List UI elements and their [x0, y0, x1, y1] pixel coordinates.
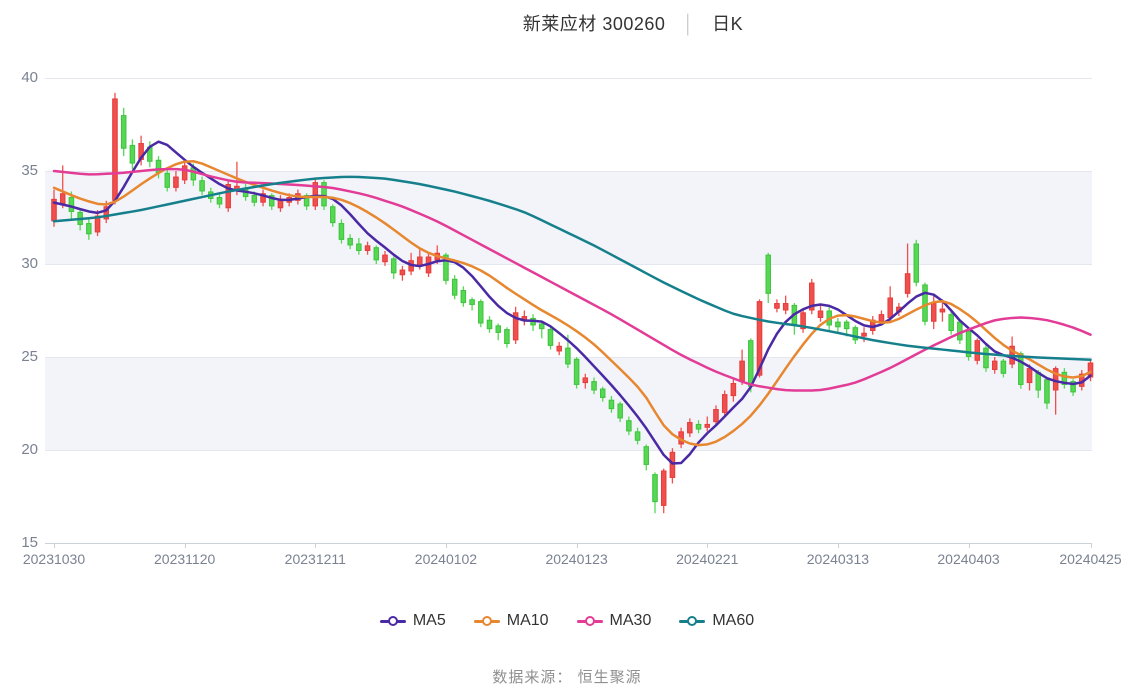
x-axis-label: 20240221: [676, 551, 739, 567]
x-axis-label: 20231030: [22, 551, 86, 567]
x-axis-label: 20240102: [414, 551, 478, 567]
legend-line-circle-icon: [379, 615, 406, 627]
legend-item-ma5[interactable]: MA5: [379, 612, 446, 630]
legend-label: MA60: [712, 612, 755, 629]
x-axis-label: 20240123: [545, 551, 608, 567]
y-axis-label: 15: [21, 534, 38, 551]
legend-item-ma10[interactable]: MA10: [473, 612, 549, 630]
y-axis-label: 25: [21, 348, 38, 365]
legend-line-circle-icon: [473, 615, 500, 627]
legend-line-circle-icon: [576, 615, 603, 627]
x-axis-label: 20231211: [284, 551, 346, 567]
legend-line-circle-icon: [679, 615, 706, 627]
y-axis-label: 35: [21, 162, 38, 179]
y-axis-label: 20: [21, 441, 38, 458]
legend-label: MA30: [609, 612, 652, 629]
data-source: 数据来源： 恒生聚源: [492, 669, 642, 686]
legend-item-ma30[interactable]: MA30: [576, 612, 652, 630]
y-axis-label: 40: [21, 69, 38, 86]
legend-label: MA5: [412, 612, 446, 629]
legend: MA5 MA10 MA30 MA60: [0, 612, 1134, 630]
x-axis-label: 20240313: [806, 551, 870, 567]
x-axis-label: 20231120: [154, 551, 216, 567]
legend-label: MA10: [506, 612, 549, 629]
y-axis-label: 30: [21, 255, 38, 272]
x-axis-label: 20240425: [1059, 551, 1122, 567]
legend-item-ma60[interactable]: MA60: [679, 612, 754, 630]
x-axis-label: 20240403: [937, 551, 1000, 567]
